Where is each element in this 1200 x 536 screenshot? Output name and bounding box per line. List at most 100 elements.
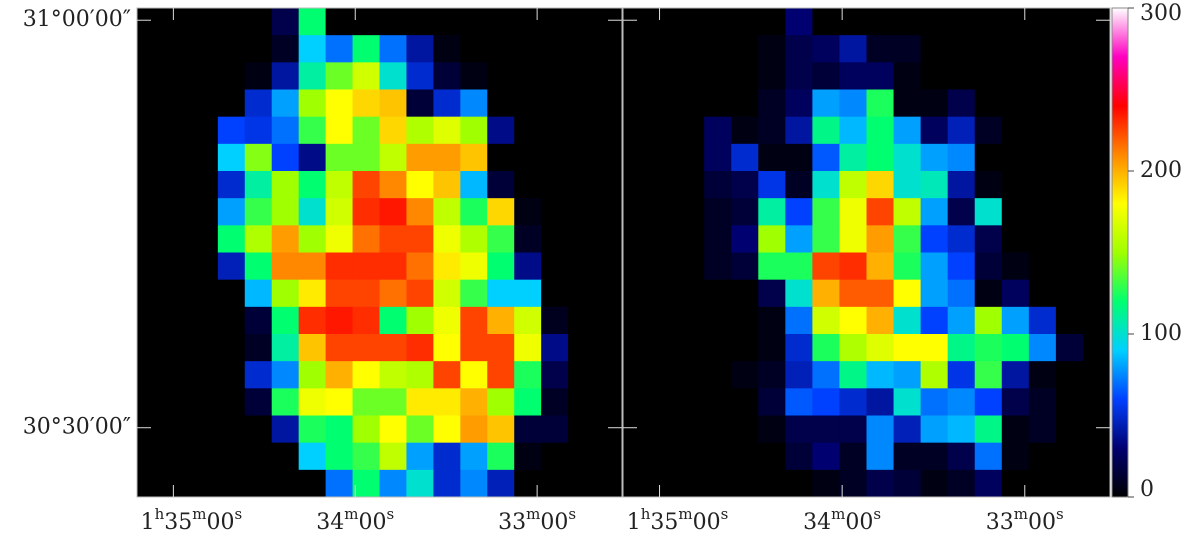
cell	[920, 35, 949, 63]
cell	[974, 469, 1003, 498]
cell	[731, 388, 759, 416]
cell	[244, 306, 273, 335]
cell	[893, 442, 922, 471]
cell	[1001, 225, 1030, 253]
cell	[271, 198, 300, 226]
cell	[244, 415, 273, 444]
cell	[812, 116, 840, 145]
cell	[541, 334, 569, 362]
cell	[650, 279, 678, 308]
cell	[487, 442, 515, 471]
cell	[1028, 306, 1057, 335]
cell	[271, 252, 300, 281]
cell	[866, 143, 895, 172]
cell	[568, 361, 596, 389]
cell	[190, 361, 219, 389]
cell	[352, 62, 380, 90]
cell	[595, 442, 623, 471]
colorbar-tick-label: 300	[1140, 1, 1182, 26]
cell	[650, 35, 678, 63]
cell	[677, 252, 705, 281]
cell	[866, 171, 895, 199]
cell	[623, 415, 651, 444]
cell	[1055, 116, 1084, 145]
y-tick-label: 31°00′00″	[23, 7, 131, 32]
cell	[487, 306, 515, 335]
cell	[298, 334, 327, 362]
cell	[947, 361, 976, 389]
cell	[190, 198, 219, 226]
cell	[217, 306, 246, 335]
cell	[785, 198, 813, 226]
cell	[893, 415, 922, 444]
cell	[731, 469, 759, 498]
cell	[244, 143, 273, 172]
cell	[1055, 143, 1084, 172]
cell	[541, 442, 569, 471]
y-tick-label: 30°30′00″	[23, 415, 131, 440]
cell	[785, 334, 813, 362]
cell	[244, 388, 273, 416]
cell	[352, 469, 380, 498]
cell	[298, 388, 327, 416]
cell	[812, 469, 840, 498]
cell	[487, 415, 515, 444]
cell	[812, 415, 840, 444]
cell	[163, 171, 192, 199]
cell	[758, 252, 786, 281]
cell	[568, 469, 596, 498]
cell	[677, 143, 705, 172]
cell	[433, 279, 461, 308]
cell	[866, 62, 895, 90]
cell	[920, 388, 949, 416]
cell	[704, 415, 732, 444]
cell	[190, 35, 219, 63]
cell	[190, 442, 219, 471]
cell	[271, 8, 300, 36]
x-tick-label: 1h35m00s	[627, 505, 729, 535]
cell	[866, 8, 895, 36]
cell	[460, 361, 488, 389]
cell	[623, 469, 651, 498]
cell	[190, 415, 219, 444]
cell	[595, 334, 623, 362]
cell	[137, 8, 165, 36]
cell	[244, 171, 273, 199]
cell	[974, 116, 1003, 145]
cell	[1082, 89, 1111, 118]
cell	[137, 415, 165, 444]
cell	[920, 442, 949, 471]
cell	[325, 361, 354, 389]
cell	[352, 334, 380, 362]
cell	[623, 252, 651, 281]
cell	[974, 442, 1003, 471]
cell	[866, 306, 895, 335]
cell	[866, 415, 895, 444]
cell	[244, 35, 273, 63]
cell	[595, 62, 623, 90]
cell	[866, 116, 895, 145]
cell	[433, 62, 461, 90]
cell	[893, 62, 922, 90]
cell	[677, 62, 705, 90]
cell	[460, 116, 488, 145]
cell	[325, 8, 354, 36]
cell	[920, 415, 949, 444]
cell	[217, 62, 246, 90]
cell	[352, 306, 380, 335]
x-tick-label: 34m00s	[316, 505, 394, 535]
cell	[677, 8, 705, 36]
cell	[298, 361, 327, 389]
cell	[920, 279, 949, 308]
cell	[460, 35, 488, 63]
cell	[812, 171, 840, 199]
cell	[731, 8, 759, 36]
cell	[839, 415, 867, 444]
cell	[217, 143, 246, 172]
cell	[217, 8, 246, 36]
cell	[893, 116, 922, 145]
cell	[190, 89, 219, 118]
cell	[947, 442, 976, 471]
cell	[325, 442, 354, 471]
cell	[1028, 415, 1057, 444]
